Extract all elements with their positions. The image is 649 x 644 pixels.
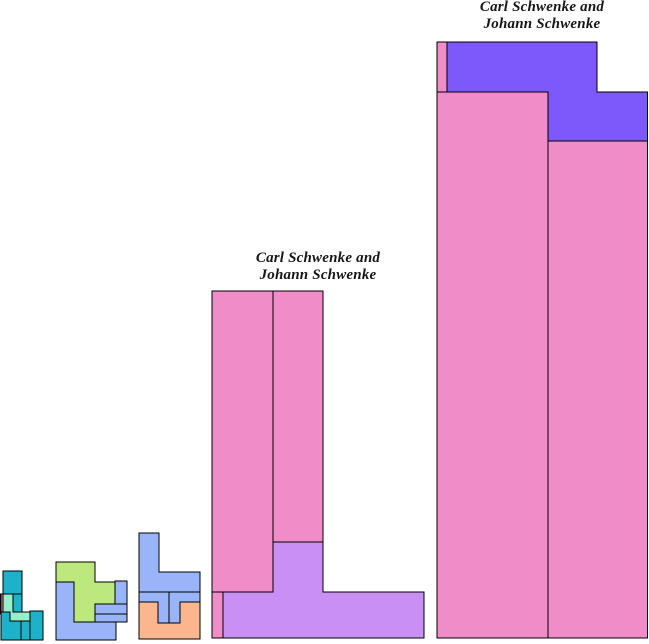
label-right-figure: Carl Schwenke and Johann Schwenke [457, 0, 627, 33]
piece-blue-right-column [114, 580, 128, 605]
figure-4-middle-labeled [211, 290, 425, 639]
piece-pink-sliver [211, 591, 224, 639]
piece-teal-notch [12, 593, 23, 613]
label-middle-figure: Carl Schwenke and Johann Schwenke [233, 250, 403, 284]
figure-5-right-labeled [436, 41, 649, 639]
label-right-line1: Carl Schwenke and [479, 0, 605, 15]
piece-teal-bottom-right [29, 610, 44, 641]
figure-1-smallest-staircase [0, 570, 44, 641]
piece-purple-l [222, 541, 425, 639]
piece-pink-right-column [272, 290, 324, 543]
label-middle-line2: Johann Schwenke [259, 267, 377, 283]
piece-pink-left-column [211, 290, 274, 593]
piece-pink-left-column [436, 91, 549, 639]
piece-orange-u [138, 601, 201, 640]
piece-blue-bar-upper [94, 603, 128, 615]
piece-pink-sliver [436, 41, 448, 93]
piece-teal-top [2, 570, 23, 595]
piece-teal-bottom-mid [20, 620, 31, 641]
piece-blue-bar-lower [94, 613, 128, 623]
piece-blue-l [138, 532, 201, 593]
label-right-line2: Johann Schwenke [483, 16, 601, 32]
piece-pink-right-column [547, 140, 649, 639]
figure-3-blue-orange [138, 532, 201, 640]
figure-2-green-blue [55, 561, 128, 641]
label-middle-line1: Carl Schwenke and [255, 250, 381, 266]
